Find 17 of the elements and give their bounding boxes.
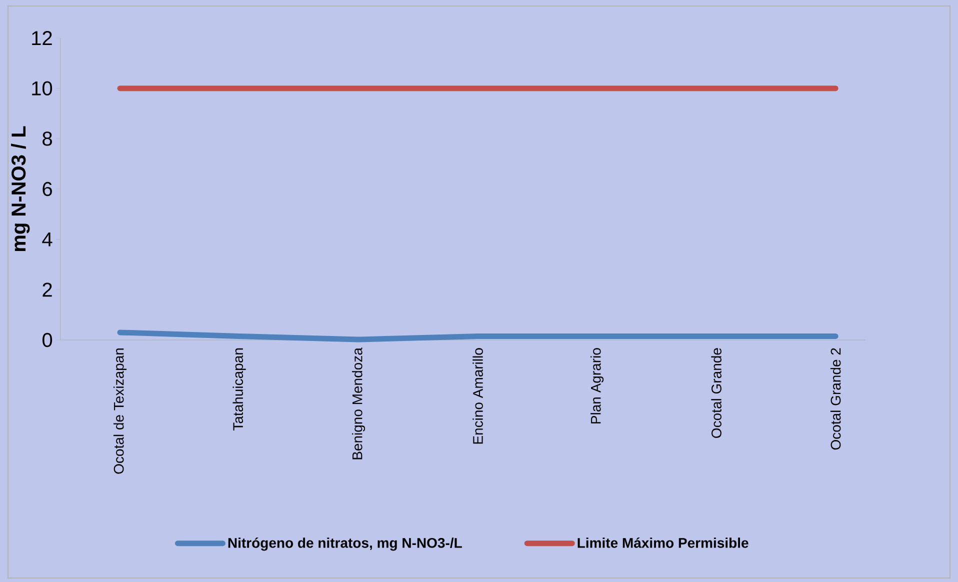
x-tick-label: Plan Agrario [590, 348, 604, 424]
x-tick-label: Ocotal Grande 2 [830, 348, 841, 450]
y-tick-label: 4 [42, 232, 52, 246]
y-tick-label: 0 [42, 332, 52, 348]
x-tick-label: Ocotal Grande [711, 348, 722, 438]
y-tick-label: 6 [42, 182, 52, 196]
y-tick-label: 10 [32, 81, 52, 96]
x-tick-label: Benigno Mendoza [352, 348, 366, 460]
legend-label: Nitrógeno de nitratos, mg N-NO3-/L [228, 537, 462, 551]
y-tick-label: 12 [32, 31, 52, 45]
y-tick-label: 2 [42, 282, 52, 297]
x-tick-label: Ocotal de Texizapan [113, 348, 127, 474]
y-tick-label: 8 [42, 132, 52, 146]
legend-label: Limite Máximo Permisible [578, 537, 748, 548]
x-tick-label: Tatahuicapan [232, 348, 246, 431]
x-tick-label: Encino Amarillo [472, 348, 483, 444]
y-axis-title: mg N-NO3 / L [11, 126, 30, 252]
